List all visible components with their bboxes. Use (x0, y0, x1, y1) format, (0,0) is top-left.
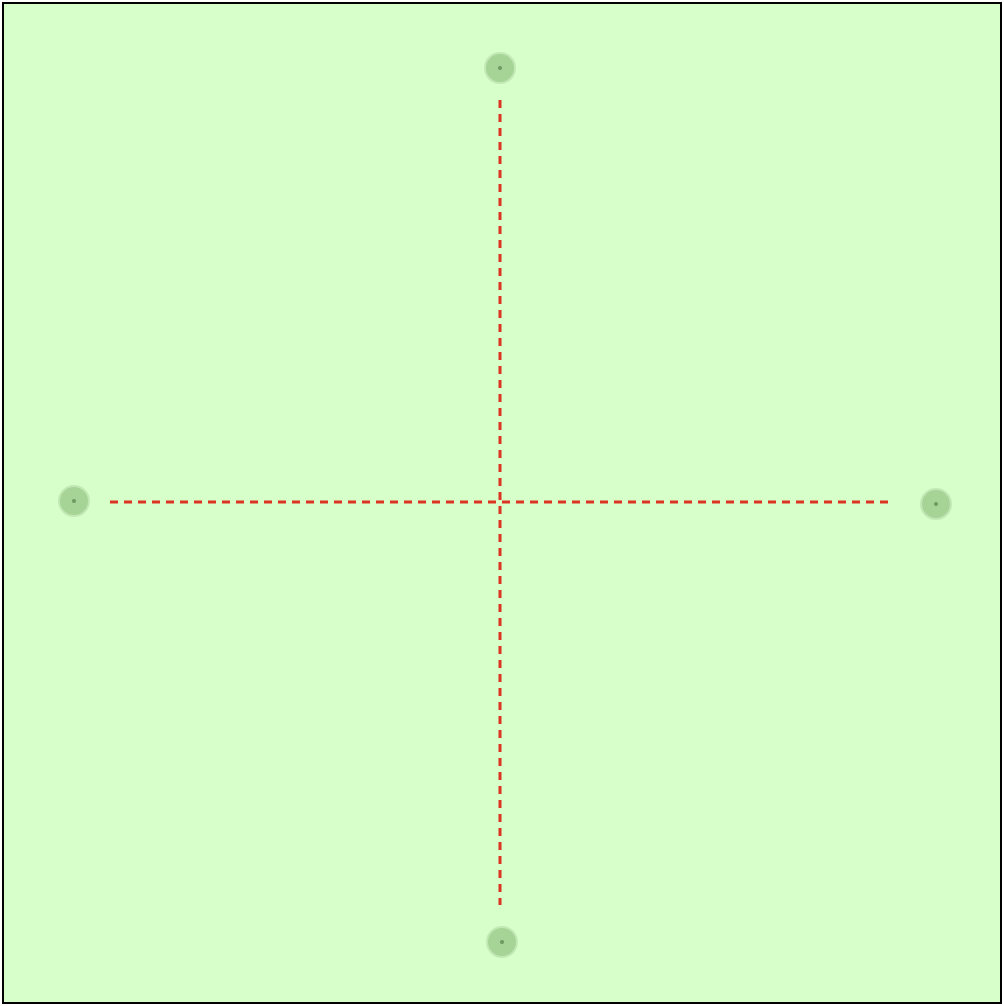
node-bottom[interactable] (486, 926, 518, 958)
center-dot (934, 502, 938, 506)
node-right[interactable] (920, 488, 952, 520)
center-dot (72, 499, 76, 503)
node-left[interactable] (58, 485, 90, 517)
center-dot (500, 940, 504, 944)
node-top[interactable] (484, 52, 516, 84)
center-dot (498, 66, 502, 70)
